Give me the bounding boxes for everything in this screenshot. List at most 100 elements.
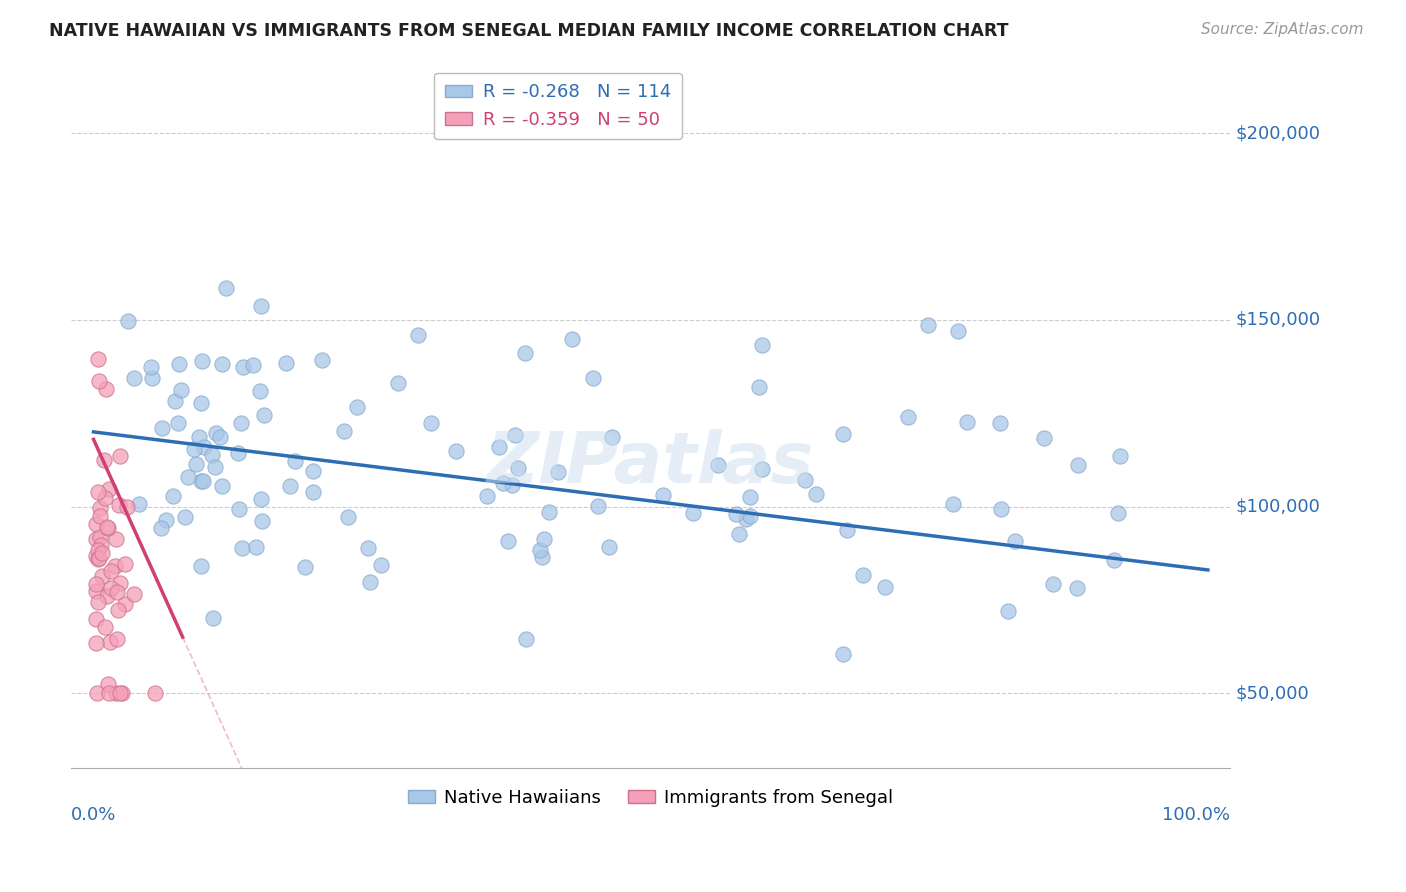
Point [204,460,226,475]
Point [294,559,316,574]
Point [155,513,177,527]
Point [1042,577,1064,591]
Point [228,501,250,516]
Point [139,359,162,374]
Point [84,636,107,650]
Point [249,492,271,507]
Point [190,559,212,574]
Point [651,488,673,502]
Point [232,360,254,375]
Point [728,527,751,541]
Point [84,584,107,599]
Point [211,479,233,493]
Point [253,408,276,422]
Point [190,395,212,409]
Point [97,677,120,691]
Point [177,470,200,484]
Point [114,557,136,571]
Point [444,444,467,458]
Point [173,509,195,524]
Point [104,558,127,573]
Point [150,521,173,535]
Point [122,586,145,600]
Point [145,686,167,700]
Point [193,440,215,454]
Point [163,393,186,408]
Text: $100,000: $100,000 [1236,498,1320,516]
Text: ZIPatlas: ZIPatlas [486,429,814,499]
Point [89,500,111,515]
Point [91,569,114,583]
Point [832,427,855,442]
Point [150,421,173,435]
Point [278,479,301,493]
Point [96,520,118,534]
Point [114,597,136,611]
Point [89,508,111,523]
Point [835,524,858,538]
Point [94,491,117,506]
Point [98,634,121,648]
Point [948,324,970,338]
Point [503,428,526,442]
Point [191,353,214,368]
Point [956,415,979,429]
Point [191,475,214,489]
Point [87,351,110,366]
Point [90,538,112,552]
Point [582,370,605,384]
Point [250,299,273,313]
Point [128,497,150,511]
Point [107,603,129,617]
Point [89,374,111,388]
Point [105,585,128,599]
Point [337,509,360,524]
Point [794,473,817,487]
Point [735,511,758,525]
Point [506,461,529,475]
Point [97,521,120,535]
Point [108,686,131,700]
Point [84,612,107,626]
Point [108,576,131,591]
Point [124,371,146,385]
Point [87,485,110,500]
Point [738,490,761,504]
Point [333,424,356,438]
Text: $200,000: $200,000 [1236,124,1320,143]
Point [184,457,207,471]
Point [215,281,238,295]
Point [105,632,128,646]
Point [167,416,190,430]
Point [515,345,537,359]
Point [852,568,875,582]
Point [249,384,271,398]
Point [356,541,378,556]
Point [406,328,429,343]
Point [301,485,323,500]
Point [86,552,108,566]
Point [359,574,381,589]
Text: 100.0%: 100.0% [1163,805,1230,823]
Point [84,532,107,546]
Text: 0.0%: 0.0% [72,805,117,823]
Point [302,464,325,478]
Point [1032,431,1054,445]
Point [110,449,132,463]
Point [420,416,443,430]
Point [988,416,1011,430]
Point [94,619,117,633]
Point [488,440,510,454]
Point [229,416,252,430]
Point [561,332,583,346]
Point [169,384,191,398]
Point [602,430,624,444]
Point [1004,534,1026,549]
Point [205,425,228,440]
Point [346,400,368,414]
Point [117,314,139,328]
Point [96,382,118,396]
Point [231,541,253,555]
Point [188,429,211,443]
Point [104,686,127,700]
